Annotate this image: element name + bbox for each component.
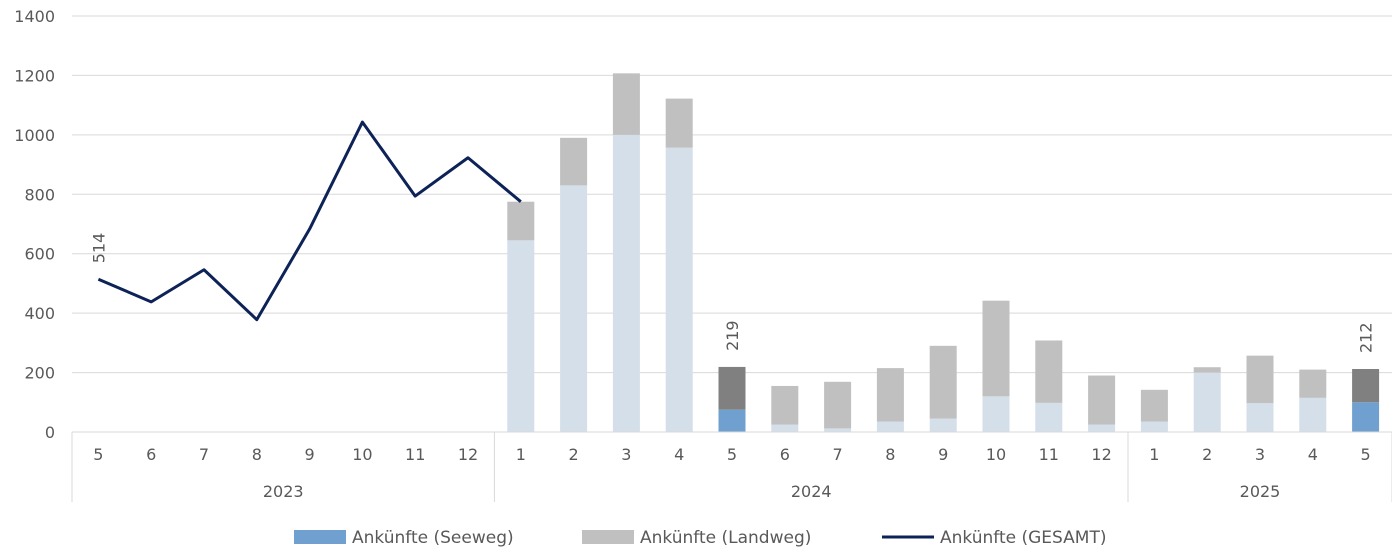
y-tick-label: 400 [24, 304, 55, 323]
legend-label-gesamt: Ankünfte (GESAMT) [940, 528, 1106, 548]
line-gesamt [97, 120, 522, 322]
y-axis: 0 200 400 600 800 1000 1200 1400 [14, 7, 55, 442]
bar-landweg [1299, 369, 1327, 398]
x-tick-label: 2 [569, 445, 579, 464]
bar-landweg [982, 300, 1010, 397]
year-label: 2023 [263, 482, 304, 501]
data-labels: 514 219 212 [89, 233, 1375, 353]
x-tick-label: 9 [305, 445, 315, 464]
bar-seeweg [612, 134, 640, 432]
year-label: 2024 [791, 482, 832, 501]
bar-landweg [1140, 389, 1168, 422]
x-tick-label: 12 [458, 445, 478, 464]
bar-seeweg [771, 424, 799, 432]
bar-seeweg [1299, 397, 1327, 432]
x-tick-label: 10 [352, 445, 372, 464]
legend-swatch-seeweg [294, 530, 346, 544]
legend: Ankünfte (Seeweg) Ankünfte (Landweg) Ankün… [294, 528, 1106, 548]
bar-seeweg [560, 185, 588, 432]
x-tick-label: 7 [833, 445, 843, 464]
y-tick-label: 1000 [14, 126, 55, 145]
bar-landweg [876, 368, 904, 422]
bar-seeweg [929, 418, 957, 432]
data-label: 212 [1357, 322, 1376, 353]
x-tick-label: 1 [1149, 445, 1159, 464]
data-label: 514 [89, 233, 108, 264]
y-tick-label: 600 [24, 245, 55, 264]
bar-landweg [824, 381, 852, 429]
bar-seeweg [665, 147, 693, 433]
x-tick-label: 5 [727, 445, 737, 464]
x-tick-label: 11 [405, 445, 425, 464]
legend-label-seeweg: Ankünfte (Seeweg) [352, 528, 514, 548]
bar-landweg [612, 73, 640, 135]
legend-swatch-landweg [582, 530, 634, 544]
bar-landweg [665, 98, 693, 148]
bar-seeweg [1193, 372, 1221, 432]
bar-seeweg [876, 421, 904, 432]
y-tick-label: 0 [45, 423, 55, 442]
bar-landweg [507, 201, 535, 241]
bar-landweg [771, 385, 799, 425]
data-label: 219 [723, 320, 742, 351]
x-tick-label: 10 [986, 445, 1006, 464]
bar-landweg [1193, 367, 1221, 373]
total-line [97, 120, 522, 322]
x-tick-label: 3 [621, 445, 631, 464]
y-tick-label: 800 [24, 185, 55, 204]
bar-seeweg [1088, 424, 1116, 432]
legend-label-landweg: Ankünfte (Landweg) [640, 528, 811, 548]
x-tick-label: 4 [1308, 445, 1318, 464]
bar-seeweg [1246, 403, 1274, 432]
bar-seeweg [1140, 421, 1168, 432]
bar-seeweg [718, 409, 746, 432]
gridlines [72, 15, 1392, 433]
bars [507, 73, 1380, 433]
x-tick-label: 9 [938, 445, 948, 464]
y-tick-label: 1400 [14, 7, 55, 26]
x-tick-label: 7 [199, 445, 209, 464]
x-tick-label: 1 [516, 445, 526, 464]
year-label: 2025 [1240, 482, 1281, 501]
bar-landweg [560, 137, 588, 186]
bar-seeweg [507, 240, 535, 432]
y-tick-label: 1200 [14, 66, 55, 85]
bar-seeweg [1352, 402, 1380, 432]
x-tick-label: 5 [1361, 445, 1371, 464]
x-tick-label: 3 [1255, 445, 1265, 464]
x-tick-label: 11 [1039, 445, 1059, 464]
bar-landweg [718, 366, 746, 410]
x-tick-label: 8 [252, 445, 262, 464]
bar-landweg [1035, 340, 1063, 403]
bar-seeweg [1035, 402, 1063, 432]
x-tick-label: 12 [1091, 445, 1111, 464]
x-tick-label: 5 [93, 445, 103, 464]
bar-seeweg [982, 396, 1010, 432]
bar-landweg [1088, 375, 1116, 425]
bar-seeweg [824, 428, 852, 432]
x-tick-label: 2 [1202, 445, 1212, 464]
bar-landweg [929, 345, 957, 419]
x-tick-label: 6 [780, 445, 790, 464]
x-tick-label: 8 [885, 445, 895, 464]
bar-landweg [1246, 355, 1274, 404]
x-tick-label: 6 [146, 445, 156, 464]
x-tick-label: 4 [674, 445, 684, 464]
y-tick-label: 200 [24, 364, 55, 383]
bar-landweg [1352, 369, 1380, 403]
